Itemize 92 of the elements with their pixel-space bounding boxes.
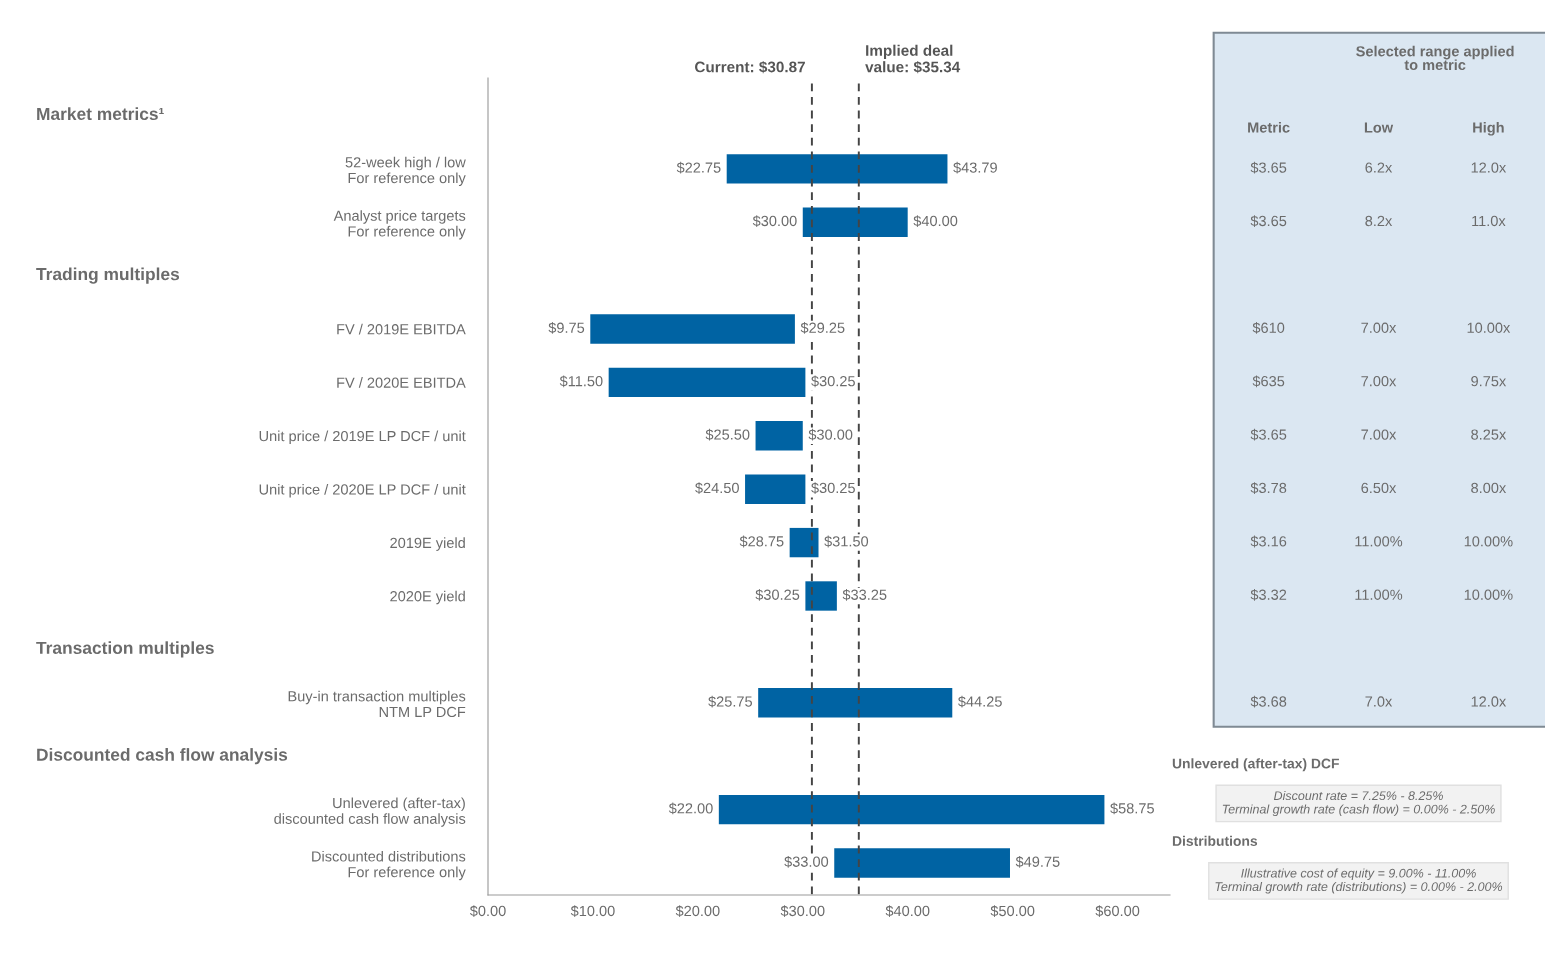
text: High [1473,121,1504,136]
x-tick-label: $40.00 [885,905,930,917]
annotation: $30.00 [808,428,853,441]
annotation: $30.25 [755,588,800,601]
annotation: $44.25 [958,695,1002,708]
annotation: $25.50 [705,428,750,441]
annotation: $33.00 [784,855,829,868]
text: Low [1364,122,1394,133]
annotation: $11.50 [559,375,603,388]
text: Market metrics¹ [37,107,164,121]
text: $3.16 [1250,535,1287,548]
text: 6.50x [1361,482,1397,494]
text: $3.32 [1250,588,1287,601]
text: 11.00% [1355,536,1403,547]
annotation: $30.25 [811,482,855,494]
annotation: $25.75 [708,695,753,708]
y-tick-label: FV / 2019E EBITDA [337,323,466,335]
x-tick-label: $0.00 [469,905,506,917]
annotation: $58.75 [1110,802,1154,815]
text: 8.00x [1471,482,1507,494]
text: $635 [1252,375,1285,388]
y-tick-label: Discounted distributions For reference only [312,850,466,881]
x-tick-label: $10.00 [570,905,615,917]
text: 12.0x [1471,162,1507,173]
bar [726,154,948,184]
annotation: $30.00 [752,215,797,228]
text: 10.00% [1464,589,1513,600]
annotation: $28.75 [739,535,784,548]
y-tick-label: Analyst price targets For reference only [333,210,466,240]
text: 7.00x [1361,322,1397,333]
y-tick-label: Unit price / 2019E LP DCF / unit [259,430,466,445]
text: $3.65 [1250,215,1287,228]
text: 9.75x [1471,376,1507,387]
text: 10.00% [1464,536,1513,547]
text: Metric [1248,121,1290,133]
annotation: $40.00 [913,215,958,228]
text: Distributions [1172,835,1258,846]
bar [758,688,953,718]
ref-line-label: Implied deal value: $35.34 [865,44,961,74]
x-tick-label: $50.00 [990,905,1035,917]
annotation: $9.75 [548,321,585,334]
bar [802,207,908,237]
ref-line-label: Current: $30.87 [695,60,805,74]
text: 8.25x [1471,429,1507,440]
text: Illustrative cost of equity = 9.00% - 11.00% Terminal growth rate (distributions) = 0.00% - 2.00% [1215,868,1503,894]
bar [805,581,837,611]
y-tick-label: Unit price / 2020E LP DCF / unit [259,483,466,498]
text: 7.0x [1365,696,1393,707]
annotation: $49.75 [1015,855,1060,868]
text: 11.00% [1355,589,1403,600]
y-tick-label: 2019E yield [390,537,465,551]
text: $3.68 [1250,695,1287,708]
annotation: $31.50 [824,535,869,548]
text: Transaction multiples [36,641,214,658]
text: Discount rate = 7.25% - 8.25% Terminal growth rate (cash flow) = 0.00% - 2.50% [1222,790,1495,817]
x-tick-label: $60.00 [1095,905,1140,917]
annotation: $22.00 [668,802,713,815]
text: 8.2x [1365,215,1393,227]
text: 12.0x [1471,696,1507,707]
text: 7.00x [1361,376,1397,387]
text: Trading multiples [36,267,180,284]
text: Selected range applied to metric [1356,45,1514,71]
text: 6.2x [1365,162,1393,173]
y-tick-label: Unlevered (after-tax) discounted cash flow analysis [274,797,466,827]
x-tick-label: $30.00 [780,905,825,917]
text: 10.00x [1467,322,1511,333]
annotation: $33.25 [842,588,887,601]
text: $3.65 [1250,428,1287,441]
text: Unlevered (after-tax) DCF [1172,758,1339,772]
text: Discounted cash flow analysis [37,748,288,765]
annotation: $29.25 [800,321,845,334]
bar [834,848,1010,878]
bar [789,527,819,558]
text: $3.65 [1250,161,1287,174]
text: $610 [1252,321,1285,334]
bar [718,794,1105,825]
bar [745,474,806,504]
y-tick-label: Buy-in transaction multiples NTM LP DCF [288,690,466,718]
y-tick-label: 52-week high / low For reference only [345,156,466,187]
bar [590,314,795,344]
text: 11.0x [1472,215,1506,227]
bar [608,367,806,398]
annotation: $22.75 [676,161,721,174]
annotation: $24.50 [695,482,739,494]
x-tick-label: $20.00 [675,905,720,917]
annotation: $30.25 [811,375,855,388]
text: $3.78 [1250,482,1287,494]
y-tick-label: FV / 2020E EBITDA [337,377,466,388]
annotation: $43.79 [953,161,997,174]
bar [755,421,803,451]
text: 7.00x [1361,429,1397,440]
y-tick-label: 2020E yield [390,590,465,605]
